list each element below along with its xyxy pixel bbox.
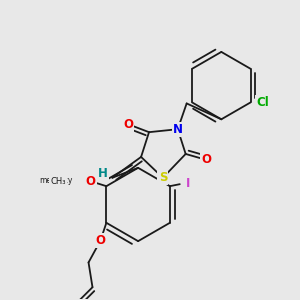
Text: O: O (202, 153, 212, 167)
Text: CH₃: CH₃ (50, 177, 66, 186)
Text: I: I (185, 177, 190, 190)
Text: O: O (123, 118, 133, 131)
Text: N: N (173, 123, 183, 136)
Text: S: S (159, 171, 167, 184)
Text: H: H (98, 167, 107, 180)
Text: O: O (95, 234, 105, 247)
Text: O: O (85, 175, 95, 188)
Text: methoxy: methoxy (39, 176, 73, 185)
Text: Cl: Cl (256, 96, 269, 109)
